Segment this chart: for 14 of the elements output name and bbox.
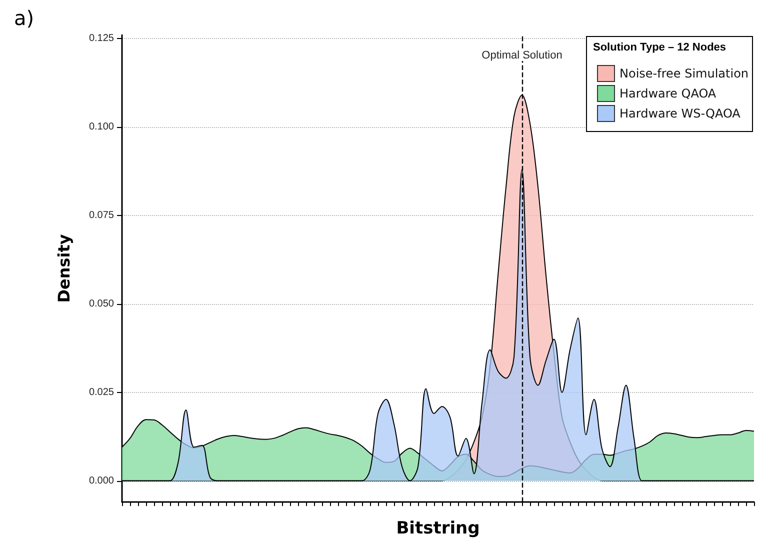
y-tick-label: 0.000 (88, 475, 114, 486)
legend-title: Solution Type – 12 Nodes (593, 42, 726, 54)
y-tick-label: 0.075 (88, 210, 114, 221)
x-axis-title: Bitstring (396, 518, 480, 538)
legend-label: Hardware QAOA (620, 86, 717, 100)
y-tick-label: 0.050 (88, 298, 114, 310)
annotation: Optimal Solution (482, 50, 562, 62)
y-axis-title: Density (54, 234, 74, 303)
y-tick-label: 0.125 (88, 33, 114, 44)
legend-label: Noise-free Simulation (620, 66, 749, 80)
y-tick-label: 0.025 (88, 386, 114, 398)
y-tick-label: 0.100 (88, 121, 114, 132)
legend-label: Hardware WS-QAOA (620, 106, 742, 120)
text: a) (14, 6, 34, 30)
